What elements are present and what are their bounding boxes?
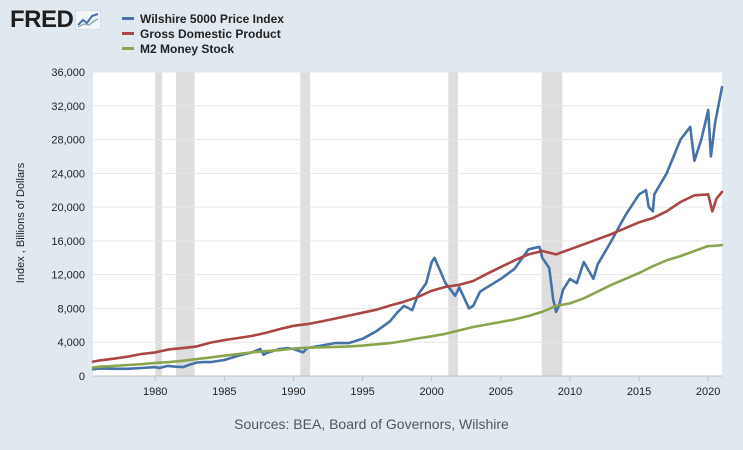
plot-area: [93, 72, 722, 376]
x-tick-label-1980: 1980: [143, 386, 167, 398]
y-tick-label-28000: 28,000: [51, 135, 85, 147]
recession-band-1: [175, 72, 195, 376]
y-tick-label-0: 0: [79, 371, 85, 383]
legend-swatch-wilshire: [122, 17, 134, 20]
fred-logo-text: FRED: [10, 6, 74, 33]
legend-swatch-m2: [122, 47, 134, 50]
legend-swatch-gdp: [122, 32, 134, 35]
x-tick-label-2005: 2005: [489, 386, 513, 398]
gridlines: [93, 71, 722, 343]
y-tick-label-4000: 4,000: [57, 337, 85, 349]
legend-label-wilshire: Wilshire 5000 Price Index: [140, 11, 284, 26]
x-tick-label-2000: 2000: [419, 386, 443, 398]
y-tick-label-12000: 12,000: [51, 270, 85, 282]
source-note: Sources: BEA, Board of Governors, Wilshi…: [234, 416, 509, 432]
y-tick-label-8000: 8,000: [57, 303, 85, 315]
x-tick-label-1995: 1995: [350, 386, 374, 398]
legend-label-gdp: Gross Domestic Product: [140, 26, 281, 41]
x-tick-label-1985: 1985: [212, 386, 236, 398]
legend-item-m2[interactable]: M2 Money Stock: [122, 41, 284, 56]
x-tick-label-2020: 2020: [696, 386, 720, 398]
y-tick-label-36000: 36,000: [51, 67, 85, 79]
recession-band-3: [448, 72, 458, 376]
y-tick-label-32000: 32,000: [51, 101, 85, 113]
legend-label-m2: M2 Money Stock: [140, 41, 235, 56]
series-lines: [91, 85, 724, 371]
series-line-wilshire[interactable]: [91, 85, 724, 371]
x-tick-label-2015: 2015: [627, 386, 651, 398]
legend-item-gdp[interactable]: Gross Domestic Product: [122, 26, 284, 41]
y-tick-label-24000: 24,000: [51, 168, 85, 180]
x-tick-label-1990: 1990: [281, 386, 305, 398]
legend: Wilshire 5000 Price Index Gross Domestic…: [122, 11, 284, 56]
fred-chart-icon: [75, 10, 102, 30]
axes: 0 4,000 8,000 12,000 16,000 20,000 24,000 28,00…: [51, 67, 722, 398]
legend-item-wilshire[interactable]: Wilshire 5000 Price Index: [122, 11, 284, 26]
x-tick-label-2010: 2010: [558, 386, 582, 398]
series-line-m2[interactable]: [91, 243, 724, 369]
series-line-gdp[interactable]: [91, 190, 724, 363]
recession-band-4: [541, 72, 563, 376]
recession-band-2: [300, 72, 311, 376]
y-tick-label-16000: 16,000: [51, 236, 85, 248]
recession-shading: [93, 72, 722, 376]
fred-logo[interactable]: FRED: [10, 6, 102, 34]
y-tick-label-20000: 20,000: [51, 202, 85, 214]
recession-band-0: [155, 72, 163, 376]
y-axis-label: Index , Billions of Dollars: [15, 162, 27, 283]
